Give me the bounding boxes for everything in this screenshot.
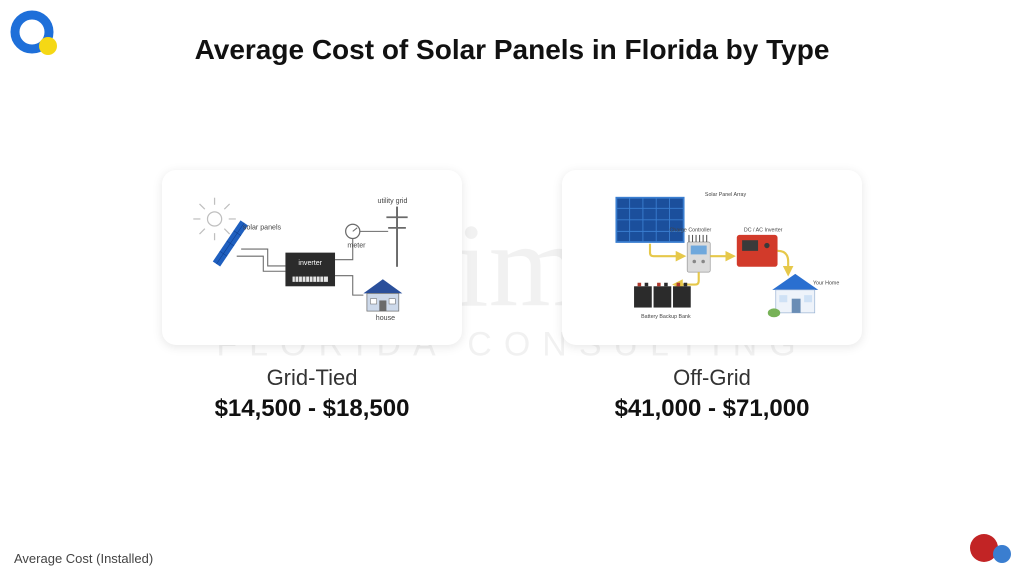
price-off-grid: $41,000 - $71,000 [615,395,810,423]
label-charge-controller: Charge Controller [669,227,711,233]
label-battery-bank: Battery Backup Bank [641,314,691,320]
label-house: house [376,314,395,322]
type-name-grid-tied: Grid-Tied [267,365,358,391]
corner-dots-icon [964,528,1012,564]
card-grid-tied: solar panels inverter [152,170,472,423]
price-grid-tied: $14,500 - $18,500 [215,395,410,423]
page-title: Average Cost of Solar Panels in Florida … [0,34,1024,66]
label-solar-panels: solar panels [243,224,282,232]
label-utility-grid: utility grid [378,197,408,205]
type-name-off-grid: Off-Grid [673,365,751,391]
card-off-grid: Solar Panel Array Charge Controller [552,170,872,423]
label-your-home: Your Home [813,281,839,287]
diagram-off-grid: Solar Panel Array Charge Controller [572,180,852,335]
label-meter: meter [347,241,366,249]
label-inverter: inverter [298,259,322,267]
card-image-grid-tied: solar panels inverter [162,170,462,345]
footnote: Average Cost (Installed) [14,551,153,566]
card-image-off-grid: Solar Panel Array Charge Controller [562,170,862,345]
cards-row: solar panels inverter [0,170,1024,423]
label-solar-array: Solar Panel Array [705,192,747,198]
diagram-grid-tied: solar panels inverter [172,180,452,335]
label-dc-ac-inverter: DC / AC Inverter [744,227,783,233]
